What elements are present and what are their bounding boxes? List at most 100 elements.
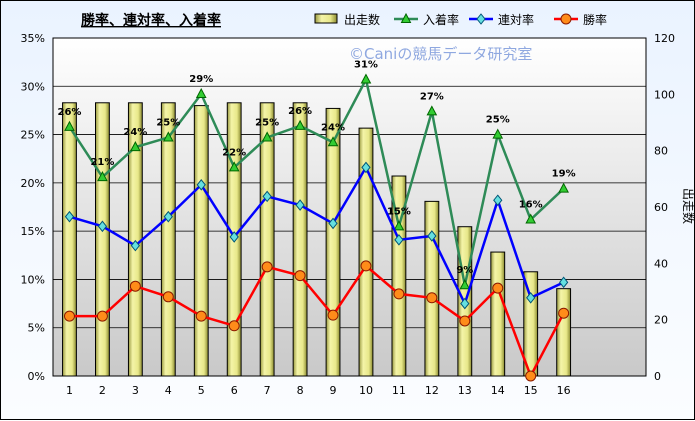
data-label: 22% [222,147,246,158]
point-diamond [394,234,404,246]
y-left-tick-label: 30% [21,80,45,93]
point-triangle [162,131,174,142]
bar-starts [292,102,308,377]
point-triangle [459,279,471,290]
point-circle [195,310,207,322]
point-circle [96,310,108,322]
x-tick-label: 10 [359,384,373,397]
bar-starts [160,102,176,377]
y-right-tick-label: 20 [654,314,668,327]
point-triangle [228,161,240,172]
point-triangle [64,120,75,131]
data-label: 19% [552,169,576,180]
point-diamond [493,194,503,207]
x-tick-label: 4 [165,384,172,397]
point-triangle [195,87,207,99]
point-diamond [361,161,371,174]
point-circle [228,320,240,332]
legend-marker [400,12,412,23]
point-circle [492,282,504,294]
legend-marker [560,13,572,25]
legend-label: 勝率 [583,12,607,27]
x-tick-label: 14 [491,384,505,397]
point-triangle [492,128,504,139]
x-tick-label: 13 [458,384,472,397]
point-triangle [261,131,273,142]
data-label: 27% [420,91,444,102]
bar-starts [424,200,440,377]
point-circle [294,270,306,282]
x-tick-label: 2 [99,384,106,397]
point-diamond [526,291,536,304]
point-diamond [130,239,141,252]
x-tick-label: 8 [297,384,304,397]
x-tick-label: 12 [425,384,439,397]
legend-label: 入着率 [423,12,459,27]
bar-starts [391,175,407,377]
x-tick-label: 6 [231,384,238,397]
legend-marker [476,13,486,25]
y-left-tick-label: 20% [21,177,45,190]
x-tick-label: 16 [557,384,571,397]
legend-label: 出走数 [344,12,380,27]
watermark: ©Caniの競馬データ研究室 [349,45,532,63]
point-triangle [426,105,438,116]
point-diamond [427,230,437,242]
plot-area [52,37,647,377]
data-label: 25% [486,115,510,126]
data-label: 9% [456,265,473,276]
data-label: 31% [354,60,378,71]
x-tick-label: 9 [330,384,337,397]
point-diamond [558,276,569,289]
bar-starts [193,105,209,377]
data-label: 24% [123,127,147,138]
line-triangle [68,75,565,286]
point-triangle [393,220,405,231]
point-circle [129,280,141,292]
point-diamond [163,210,173,223]
x-tick-label: 15 [524,384,538,397]
data-label: 21% [90,157,114,168]
point-diamond [328,217,338,230]
y-right-tick-label: 60 [654,201,668,214]
point-diamond [460,297,470,310]
point-circle [327,309,339,321]
x-tick-label: 11 [392,384,406,397]
point-circle [162,291,174,303]
point-circle [459,315,471,327]
line-circle [69,264,565,380]
y-left-tick-label: 10% [21,273,45,286]
y-right-tick-label: 120 [654,32,675,45]
point-triangle [360,73,372,84]
bar-starts [259,102,275,377]
x-tick-label: 1 [66,384,73,397]
y-left-tick-label: 25% [21,129,45,142]
point-triangle [558,182,569,193]
y-right-tick-label: 80 [654,145,668,158]
data-label: 29% [189,74,213,85]
point-diamond [64,210,75,223]
y-left-tick-label: 35% [21,32,45,45]
point-triangle [525,213,537,224]
point-diamond [262,190,272,203]
point-circle [393,288,405,300]
point-triangle [294,119,306,130]
x-tick-label: 7 [264,384,271,397]
y-right-axis-title: 出走数 [681,188,695,224]
y-right-tick-label: 0 [654,370,661,383]
point-diamond [229,231,239,243]
data-label: 26% [58,107,82,118]
point-triangle [327,136,339,147]
bar-starts [490,251,506,377]
data-label: 16% [519,200,543,211]
point-diamond [97,220,108,233]
point-diamond [196,178,206,191]
data-label: 15% [387,206,411,217]
point-diamond [295,199,305,211]
x-tick-label: 5 [198,384,205,397]
legend-label: 連対率 [498,12,534,27]
y-left-tick-label: 5% [28,322,45,335]
y-right-tick-label: 40 [654,257,668,270]
